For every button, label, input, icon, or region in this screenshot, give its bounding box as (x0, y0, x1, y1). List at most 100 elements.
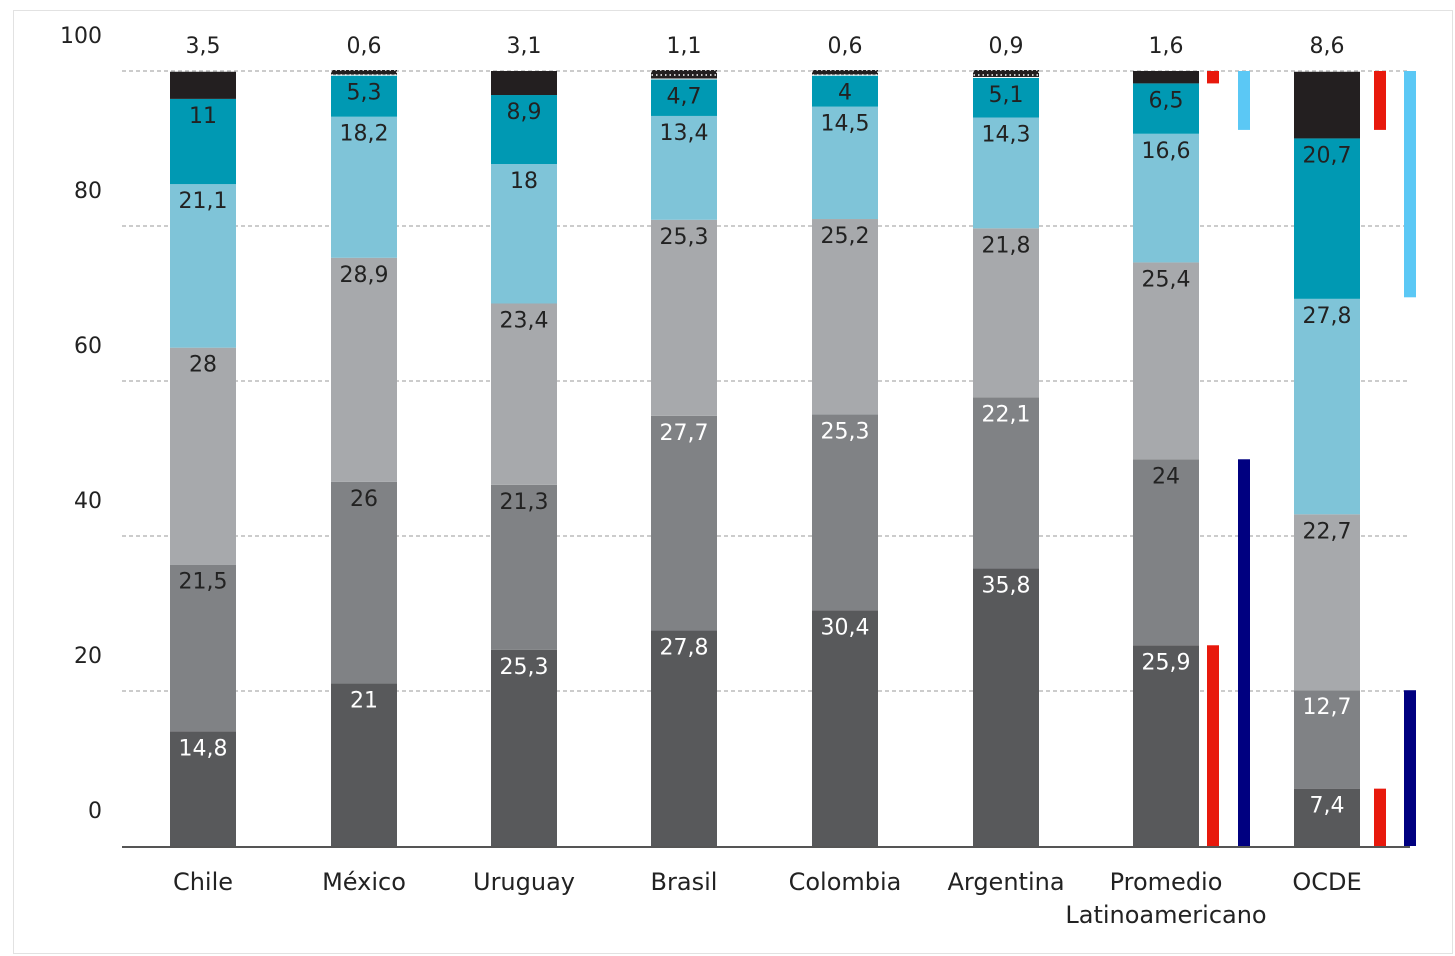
bar-segment (170, 564, 236, 732)
bar-segment (1294, 514, 1360, 691)
data-label: 25,3 (660, 225, 709, 250)
bar-segment (331, 257, 397, 482)
bar-segment (331, 116, 397, 258)
x-tick-label: Argentina (947, 868, 1064, 896)
bar-segment (1133, 645, 1199, 846)
bracket-bar (1404, 71, 1416, 298)
data-label: 22,1 (982, 402, 1031, 427)
bar-segment (812, 219, 878, 415)
bracket-bar (1374, 788, 1386, 846)
data-label: 7,4 (1310, 794, 1345, 819)
bar-segment (812, 414, 878, 611)
x-tick-label: OCDE (1292, 868, 1361, 896)
bar-segment (491, 71, 557, 96)
x-tick-label: Promedio (1110, 868, 1223, 896)
bar-segment (170, 731, 236, 846)
bracket-bar (1207, 71, 1219, 84)
bar-segment (491, 95, 557, 164)
bar-segment-hatch (972, 69, 1040, 76)
bar-segment-hatch (330, 69, 398, 76)
bar-segment (973, 77, 1039, 118)
bar-segment (1133, 459, 1199, 646)
data-label: 30,4 (821, 615, 870, 640)
data-label: 23,4 (500, 309, 549, 334)
data-label: 24 (1152, 464, 1180, 489)
data-label: 3,5 (186, 34, 221, 59)
bracket-bar (1207, 645, 1219, 846)
bar-segment (331, 70, 397, 75)
y-tick-label: 60 (74, 334, 102, 359)
x-tick-label: México (322, 868, 406, 896)
bar-segment (1133, 83, 1199, 134)
data-label: 8,9 (507, 100, 542, 125)
bar-segment (170, 347, 236, 565)
data-label: 27,8 (660, 636, 709, 661)
data-label: 0,6 (347, 34, 382, 59)
data-label: 28,9 (340, 263, 389, 288)
bar-segment (491, 164, 557, 304)
bar-segment (1294, 788, 1360, 846)
x-axis: Chile México Uruguay Brasil Colombia Argentin… (122, 846, 1410, 929)
bar-segment (812, 75, 878, 107)
y-tick-label: 40 (74, 489, 102, 514)
y-tick-label: 100 (60, 24, 102, 49)
y-tick-label: 0 (88, 799, 102, 824)
data-label: 12,7 (1303, 695, 1352, 720)
data-label: 8,6 (1310, 34, 1345, 59)
bar-segment (1133, 133, 1199, 263)
data-label: 6,5 (1149, 88, 1184, 113)
bar-segment (491, 484, 557, 650)
data-label: 14,8 (179, 736, 228, 761)
bar-segment (973, 228, 1039, 398)
data-label: 5,1 (989, 83, 1024, 108)
bracket-bar (1238, 459, 1250, 846)
data-label: 21,3 (500, 490, 549, 515)
gridlines (122, 70, 1410, 692)
data-label: 25,4 (1142, 267, 1191, 292)
bar-segment (1133, 262, 1199, 460)
data-label: 0,9 (989, 34, 1024, 59)
bar-segment (651, 79, 717, 116)
bar-segment (331, 481, 397, 684)
data-label: 28 (189, 353, 217, 378)
data-label: 0,6 (828, 34, 863, 59)
data-label: 22,7 (1303, 519, 1352, 544)
bar-segment (651, 219, 717, 416)
bar-segment (1294, 71, 1360, 139)
bar-segment (331, 75, 397, 117)
data-label: 21,1 (179, 189, 228, 214)
y-tick-label: 20 (74, 644, 102, 669)
bar-segment (973, 397, 1039, 569)
bracket-bar (1374, 71, 1386, 130)
bracket-bars (1207, 71, 1416, 846)
data-label: 25,3 (821, 419, 870, 444)
bar-segment (170, 71, 236, 99)
bracket-bar (1404, 690, 1416, 846)
data-label: 25,2 (821, 224, 870, 249)
data-label: 14,3 (982, 123, 1031, 148)
data-label: 21 (350, 688, 378, 713)
data-label: 20,7 (1303, 143, 1352, 168)
bar-segment (491, 303, 557, 485)
bar-segment (1294, 298, 1360, 515)
data-label: 14,5 (821, 112, 870, 137)
data-label: 25,9 (1142, 650, 1191, 675)
data-label: 13,4 (660, 121, 709, 146)
data-label: 5,3 (347, 81, 382, 106)
x-tick-label: Uruguay (473, 868, 575, 896)
data-label: 27,7 (660, 421, 709, 446)
data-label: 21,5 (179, 570, 228, 595)
data-label: 1,6 (1149, 34, 1184, 59)
bar-segment-hatch (811, 69, 879, 76)
x-tick-label: Chile (173, 868, 233, 896)
x-tick-label: Latinoamericano (1065, 901, 1266, 929)
bar-segment (1133, 71, 1199, 84)
data-label: 11 (189, 104, 217, 129)
x-tick-label: Colombia (789, 868, 902, 896)
data-label: 3,1 (507, 34, 542, 59)
bar-segment (973, 117, 1039, 229)
bar-segment (331, 683, 397, 846)
bars: 14,8 21,5 28 21,1 11 3,5 21 26 28,9 18,2 5,3 0,6 25,… (170, 34, 1360, 846)
bar-segment (170, 184, 236, 348)
